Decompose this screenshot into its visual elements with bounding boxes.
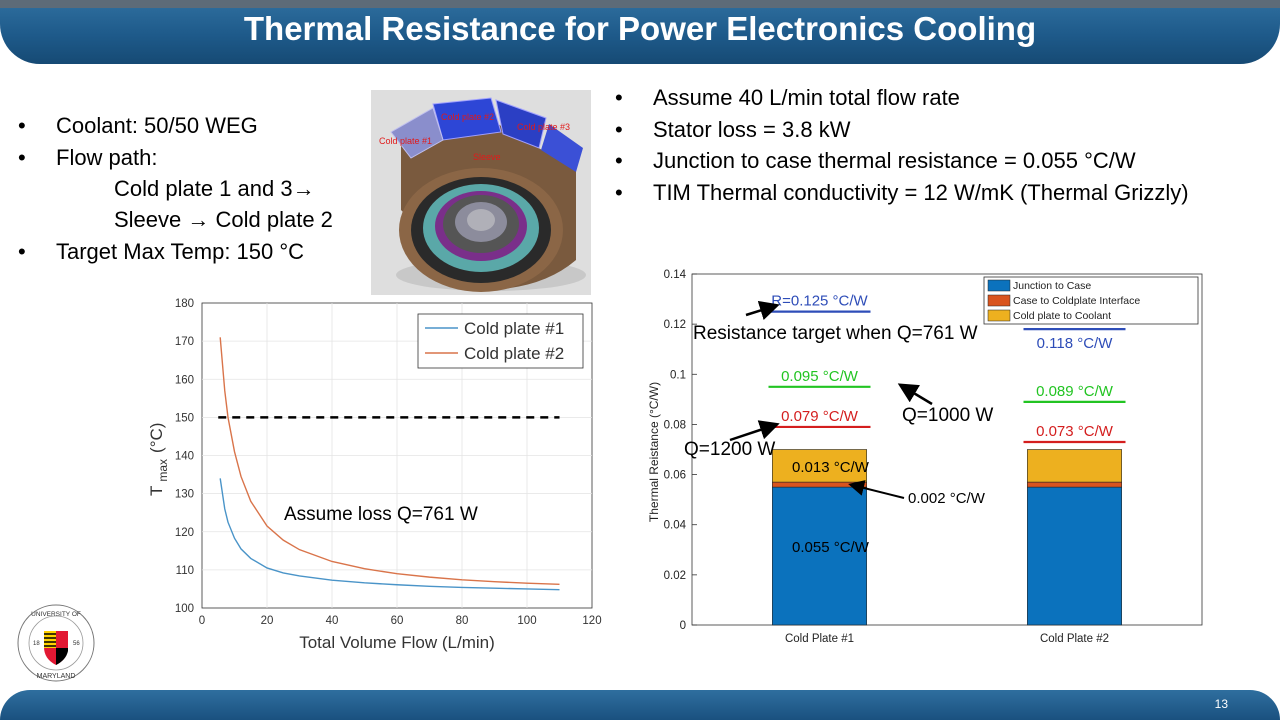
annotation-target-title: Resistance target when Q=761 W xyxy=(693,323,978,344)
line-chart-y-tick-label: 140 xyxy=(175,451,194,463)
bar-chart-category-label: Cold Plate #2 xyxy=(1040,633,1109,645)
slide-number: 13 xyxy=(1214,697,1228,711)
target-resistance-label: 0.079 °C/W xyxy=(781,408,859,425)
target-resistance-label: 0.118 °C/W xyxy=(1037,335,1114,352)
motor-cold-plate-model-image: Cold plate #1 Cold plate #2 Cold plate #… xyxy=(371,90,591,295)
stacked-bar-segment-case-to-coldplate xyxy=(1027,481,1122,488)
bullet-coolant: Coolant: 50/50 WEG xyxy=(18,110,304,142)
line-chart-legend: Cold plate #1 Cold plate #2 xyxy=(417,313,584,369)
bullet-junction-resistance: Junction to case thermal resistance = 0.… xyxy=(615,145,1189,177)
annotation-q1200: Q=1200 W xyxy=(684,439,775,460)
line-chart-x-tick-label: 60 xyxy=(391,615,404,627)
bar-chart-y-tick-label: 0.02 xyxy=(664,570,686,582)
stacked-bar-segment-junction-to-case xyxy=(1027,486,1122,626)
line-chart-y-tick-label: 150 xyxy=(175,412,194,424)
line-chart-y-tick-label: 110 xyxy=(176,565,194,577)
line-chart-y-tick-label: 170 xyxy=(175,336,194,348)
arrow-q1000 xyxy=(897,383,933,406)
annotation-coolant-value: 0.013 °C/W xyxy=(792,459,870,476)
model-label-cold-plate-2: Cold plate #2 xyxy=(441,112,494,122)
stacked-bar-segment-cold-plate-to-coolant xyxy=(1027,449,1122,483)
footer-bar xyxy=(0,690,1280,720)
slide-title: Thermal Resistance for Power Electronics… xyxy=(243,10,1037,47)
bullet-stator-loss: Stator loss = 3.8 kW xyxy=(615,114,1189,146)
logo-year-right: 56 xyxy=(73,641,80,647)
bar-chart-y-tick-label: 0.14 xyxy=(664,269,687,281)
legend-label-junction-to-case: Junction to Case xyxy=(1013,280,1091,292)
bar-chart-y-tick-label: 0 xyxy=(680,620,686,632)
bullet-target-temp: Target Max Temp: 150 °C xyxy=(18,236,304,268)
tmax-vs-flow-chart: 0 20 40 60 80 100 120 100 110 120 130 140 150 160 170 1… xyxy=(147,298,602,652)
annotation-interface-value: 0.002 °C/W xyxy=(908,490,986,507)
university-of-maryland-seal-logo: UNIVERSITY OF MARYLAND 18 56 xyxy=(17,604,95,682)
arrow-target-title xyxy=(745,300,780,320)
line-chart-ylabel: Tmax (°C) xyxy=(147,423,170,496)
logo-text-top: UNIVERSITY OF xyxy=(31,611,81,618)
line-chart-y-tick-label: 100 xyxy=(175,603,194,615)
line-chart-x-tick-label: 20 xyxy=(261,615,274,627)
stacked-bar-segment-junction-to-case xyxy=(772,486,867,626)
line-chart-annotation: Assume loss Q=761 W xyxy=(284,504,478,525)
annotation-q1000: Q=1000 W xyxy=(902,405,993,426)
model-label-cold-plate-3: Cold plate #3 xyxy=(517,122,570,132)
legend-label-cold-plate-2: Cold plate #2 xyxy=(464,344,564,363)
line-chart-ylabel-main: T xyxy=(147,486,166,496)
bar-chart-y-tick-label: 0.04 xyxy=(664,520,687,532)
line-chart-x-tick-label: 0 xyxy=(199,615,205,627)
bar-chart-category-label: Cold Plate #1 xyxy=(785,633,854,645)
stacked-bar-segment-cold-plate-to-coolant xyxy=(772,449,867,483)
annotation-junction-value: 0.055 °C/W xyxy=(792,539,870,556)
line-chart-y-tick-label: 180 xyxy=(175,298,194,310)
legend-swatch-junction-to-case xyxy=(987,279,1011,292)
model-label-cold-plate-1: Cold plate #1 xyxy=(379,136,432,146)
model-label-sleeve: Sleeve xyxy=(473,152,501,162)
target-resistance-label: R=0.125 °C/W xyxy=(771,293,868,310)
bar-chart-legend: Junction to Case Case to Coldplate Inter… xyxy=(983,276,1199,325)
target-resistance-label: 0.095 °C/W xyxy=(781,368,859,385)
legend-label-cold-plate-to-coolant: Cold plate to Coolant xyxy=(1013,310,1111,322)
bar-chart-y-tick-label: 0.1 xyxy=(670,369,686,381)
bar-chart-y-tick-label: 0.06 xyxy=(664,470,686,482)
arrow-interface-value xyxy=(848,480,905,499)
legend-label-case-to-coldplate: Case to Coldplate Interface xyxy=(1013,295,1140,307)
line-chart-y-tick-label: 160 xyxy=(175,374,194,386)
left-bullet-list: Coolant: 50/50 WEG Flow path: Target Max… xyxy=(18,110,304,268)
line-chart-x-tick-label: 40 xyxy=(326,615,339,627)
title-bar-top-stripe xyxy=(0,0,1280,8)
line-chart-x-tick-label: 100 xyxy=(517,615,536,627)
line-chart-ylabel-unit: (°C) xyxy=(147,423,166,453)
bar-chart-ylabel: Thermal Reistance (°C/W) xyxy=(647,382,661,522)
thermal-resistance-bar-chart: 0 0.02 0.04 0.06 0.08 0.1 0.12 0.14 Cold Plate #… xyxy=(647,269,1203,645)
bullet-tim-conductivity: TIM Thermal conductivity = 12 W/mK (Ther… xyxy=(615,177,1189,209)
bar-chart-y-tick-label: 0.08 xyxy=(664,419,686,431)
line-chart-ylabel-sub: max xyxy=(156,459,170,482)
line-series-cold-plate-2 xyxy=(219,337,560,586)
line-series-cold-plate-1 xyxy=(219,478,560,591)
legend-label-cold-plate-1: Cold plate #1 xyxy=(464,319,564,338)
logo-text-bottom: MARYLAND xyxy=(37,673,76,680)
bullet-flow-rate: Assume 40 L/min total flow rate xyxy=(615,82,1189,114)
target-resistance-label: 0.089 °C/W xyxy=(1036,383,1114,400)
right-bullet-list: Assume 40 L/min total flow rate Stator l… xyxy=(615,82,1189,208)
flow-path-line-2: Sleeve → Cold plate 2 xyxy=(114,207,333,232)
logo-year-left: 18 xyxy=(33,641,40,647)
line-chart-y-tick-label: 130 xyxy=(175,489,194,501)
title-bar xyxy=(0,0,1280,64)
flow-path-line-1: Cold plate 1 and 3→ xyxy=(114,176,315,201)
line-chart-x-tick-label: 120 xyxy=(582,615,601,627)
bar-chart-y-tick-label: 0.12 xyxy=(664,319,686,331)
target-resistance-label: 0.073 °C/W xyxy=(1036,423,1114,440)
bullet-flow-path: Flow path: xyxy=(18,142,304,174)
line-chart-y-tick-label: 120 xyxy=(175,527,194,539)
line-chart-xlabel: Total Volume Flow (L/min) xyxy=(299,633,495,652)
line-chart-x-tick-label: 80 xyxy=(456,615,469,627)
legend-swatch-case-to-coldplate xyxy=(987,294,1011,307)
legend-swatch-cold-plate-to-coolant xyxy=(987,309,1011,322)
arrow-q1200 xyxy=(729,420,780,442)
